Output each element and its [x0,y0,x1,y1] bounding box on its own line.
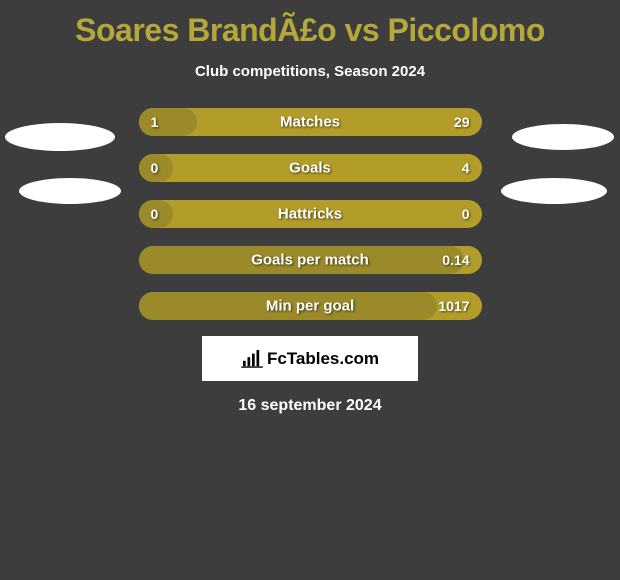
barchart-icon [241,350,263,368]
stat-label: Goals per match [251,252,369,269]
date-label: 16 september 2024 [0,397,620,415]
stat-value-right: 29 [454,114,470,130]
stat-bars: 1 Matches 29 0 Goals 4 0 Hattricks 0 Goals per ma… [139,108,482,320]
stat-bar: Min per goal 1017 [139,292,482,320]
stat-value-right: 0.14 [442,252,469,268]
stat-value-right: 4 [462,160,470,176]
stat-label: Hattricks [278,206,342,223]
stat-value-right: 0 [462,206,470,222]
stat-bar: 1 Matches 29 [139,108,482,136]
stat-value-left: 1 [151,114,159,130]
avatar-left-1 [5,123,115,151]
stat-label: Matches [280,114,340,131]
avatar-right-2 [501,178,607,204]
logo-box[interactable]: FcTables.com [202,336,418,381]
stat-bar: 0 Hattricks 0 [139,200,482,228]
stat-label: Min per goal [266,298,354,315]
stat-bar: Goals per match 0.14 [139,246,482,274]
subtitle: Club competitions, Season 2024 [0,63,620,80]
logo-text: FcTables.com [267,349,379,369]
stat-value-left: 0 [151,160,159,176]
stats-comparison: Soares BrandÃ£o vs Piccolomo Club compet… [0,0,620,580]
stat-value-left: 0 [151,206,159,222]
stat-label: Goals [289,160,331,177]
stat-value-right: 1017 [438,298,469,314]
avatar-right-1 [512,124,614,150]
avatar-left-2 [19,178,121,204]
page-title: Soares BrandÃ£o vs Piccolomo [0,0,620,49]
stat-bar: 0 Goals 4 [139,154,482,182]
